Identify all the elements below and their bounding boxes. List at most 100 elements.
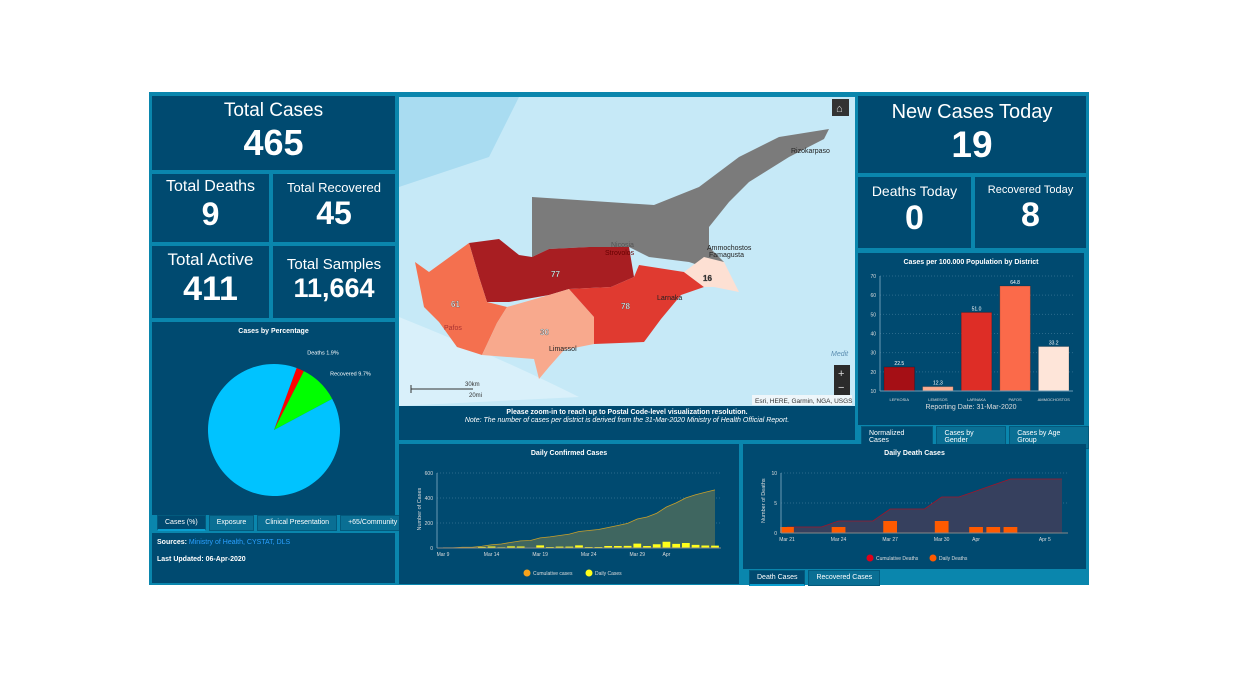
daily-bar: [575, 545, 583, 548]
recovered-today-value: 8: [1021, 196, 1040, 234]
label-ammochostos: Ammochostos: [707, 245, 752, 252]
pie-chart-panel: Cases by Percentage Deaths 1.9% Recovered…: [152, 322, 395, 529]
bar: [883, 366, 916, 392]
district-pafos: [415, 243, 507, 355]
daily-bar: [780, 527, 794, 533]
district-lefkosia: [469, 239, 634, 302]
cumulative-line: [787, 478, 1062, 528]
cumulative-area: [787, 479, 1062, 533]
map-note-source: Note: The number of cases per district i…: [464, 417, 790, 424]
legend-daily: Daily Deaths: [939, 556, 968, 562]
label-larnaka: Larnaka: [657, 295, 682, 302]
value-ammochostos: 16: [703, 274, 712, 283]
legend-daily: Daily Cases: [595, 571, 622, 577]
x-tick: Mar 21: [779, 537, 795, 543]
daily-confirmed-panel: Daily Confirmed Cases 0 200 400 600 Number o…: [399, 444, 739, 584]
last-updated: Last Updated: 06-Apr-2020: [157, 556, 246, 563]
daily-bar: [555, 546, 564, 548]
zoom-in-button[interactable]: +: [834, 365, 850, 380]
tab-recovered-cases[interactable]: Recovered Cases: [808, 570, 881, 586]
daily-bar: [652, 544, 661, 548]
label-pafos: Pafos: [444, 325, 462, 332]
cumulative-area: [443, 489, 715, 548]
zoom-out-button[interactable]: −: [834, 380, 850, 395]
total-deaths-card: Total Deaths 9: [152, 174, 269, 242]
value-lemesos: 30: [540, 328, 549, 337]
bar-value-label: 64.8: [1010, 280, 1020, 286]
daily-bar: [681, 543, 690, 548]
daily-bar: [623, 545, 632, 548]
total-active-label: Total Active: [167, 250, 254, 269]
legend-cumulative: Cumulative Deaths: [876, 556, 919, 562]
y-tick: 10: [771, 471, 777, 477]
y-tick: 5: [774, 501, 777, 507]
svg-text:−: −: [838, 382, 844, 394]
label-famagusta: Famagusta: [709, 252, 744, 259]
y-tick: 400: [425, 496, 434, 502]
cyprus-map[interactable]: Rizokarpaso Ammochostos Famagusta Larnak…: [399, 97, 855, 406]
recovered-today-card: Recovered Today 8: [975, 177, 1086, 248]
sources-link[interactable]: Ministry of Health, CYSTAT, DLS: [188, 539, 291, 546]
daily-bar: [487, 546, 496, 548]
daily-bar: [662, 541, 671, 548]
right-tabs: Normalized Cases Cases by Gender Cases b…: [861, 426, 1089, 449]
pie-slice: [274, 368, 304, 430]
bar-value-label: 22.5: [894, 361, 904, 367]
svg-text:⌂: ⌂: [836, 103, 843, 115]
daily-bar: [507, 546, 515, 548]
daily-bar: [613, 546, 622, 548]
tab-death-cases[interactable]: Death Cases: [749, 570, 806, 586]
daily-bar: [934, 521, 949, 533]
total-recovered-value: 45: [316, 195, 352, 231]
tab-clinical-presentation[interactable]: Clinical Presentation: [257, 515, 338, 531]
tab-exposure[interactable]: Exposure: [208, 515, 255, 531]
y-tick: 20: [870, 370, 876, 376]
tab-cases-percent[interactable]: Cases (%): [157, 515, 206, 531]
legend-daily-marker: [929, 554, 937, 562]
total-cases-label: Total Cases: [223, 100, 324, 121]
daily-bar: [565, 546, 574, 548]
home-button[interactable]: ⌂: [832, 99, 849, 116]
value-larnaka: 78: [621, 302, 630, 311]
daily-bar: [604, 546, 613, 548]
pie-slice: [274, 371, 333, 430]
x-tick: Mar 19: [532, 552, 548, 558]
dashboard: Total Cases 465 Total Deaths 9 Total Rec…: [149, 92, 1089, 586]
bar-title: Cases per 100.000 Population by District: [903, 259, 1039, 266]
bar: [1037, 346, 1070, 392]
map-attribution: Esri, HERE, Garmin, NGA, USGS: [755, 398, 853, 405]
daily-death-chart: 0 5 10 Number of Deaths Mar 21 Mar 24 Mar 27 Ma…: [761, 471, 1068, 562]
left-tabs: Cases (%) Exposure Clinical Presentation…: [157, 515, 406, 531]
x-tick: Mar 14: [484, 552, 500, 558]
pie-label: Deaths 1.9%: [307, 350, 339, 356]
daily-bar: [883, 521, 897, 533]
x-tick: Mar 24: [581, 552, 597, 558]
daily-confirmed-title: Daily Confirmed Cases: [530, 450, 608, 457]
daily-bar: [831, 527, 846, 533]
bar-chart-panel: Cases per 100.000 Population by District…: [858, 253, 1084, 425]
daily-bar: [633, 543, 642, 548]
cumulative-line: [443, 489, 716, 549]
scale-km: 30km: [465, 382, 480, 388]
x-tick: PAFOS: [1008, 397, 1022, 402]
deaths-today-label: Deaths Today: [871, 183, 958, 199]
total-deaths-label: Total Deaths: [166, 178, 255, 195]
bar-footer: Reporting Date: 31-Mar-2020: [925, 404, 1016, 411]
pie-slice: [208, 364, 340, 496]
tab-65-community[interactable]: +65/Community: [340, 515, 406, 531]
bar-value-label: 51.0: [972, 306, 982, 312]
legend-daily-marker: [585, 569, 593, 577]
map-note-zoom: Please zoom-in to reach up to Postal Cod…: [506, 409, 748, 416]
total-cases-card: Total Cases 465: [152, 96, 395, 170]
bar: [960, 311, 993, 392]
tab-cases-by-gender[interactable]: Cases by Gender: [936, 426, 1007, 449]
x-tick: LEFKOSIA: [890, 397, 910, 402]
x-tick: LEMESOS: [928, 397, 948, 402]
label-nicosia: Nicosia: [611, 242, 634, 249]
recovered-today-label: Recovered Today: [987, 184, 1074, 196]
x-tick: Apr: [972, 537, 980, 543]
label-rizokarpaso: Rizokarpaso: [791, 148, 830, 155]
pie-label: Recovered 9.7%: [330, 372, 371, 378]
bar-value-label: 33.2: [1049, 341, 1059, 347]
label-sea: Medit: [831, 351, 849, 358]
